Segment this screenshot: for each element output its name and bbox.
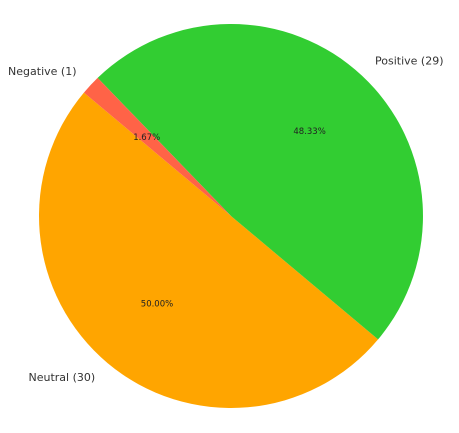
slice-label-positive: Positive (29) [375,55,443,68]
slice-percent-positive: 48.33% [293,127,325,137]
slice-label-neutral: Neutral (30) [29,371,96,384]
slice-percent-neutral: 50.00% [141,300,173,310]
pie-slice-positive [97,24,423,340]
pie-slices [38,24,423,409]
pie-slice-neutral [38,92,379,409]
pie-labels: Neutral (30) 50.00% Positive (29) 48.33% Neg… [8,55,443,384]
slice-label-negative: Negative (1) [8,65,76,78]
slice-percent-negative: 1.67% [133,133,160,143]
pie-slice-negative [83,77,231,216]
